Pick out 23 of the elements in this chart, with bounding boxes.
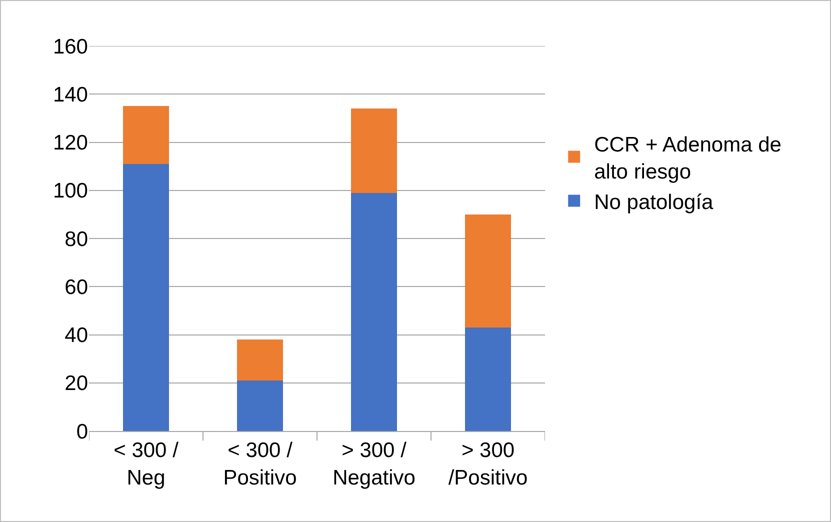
- legend-label: No patología: [594, 190, 714, 214]
- y-tick-label: 40: [64, 324, 88, 348]
- y-tick-label: 20: [64, 372, 88, 396]
- y-tick-label: 80: [64, 228, 88, 251]
- bar: [237, 380, 283, 431]
- bar: [465, 214, 511, 328]
- bar: [465, 328, 511, 431]
- y-tick-label: 160: [52, 35, 88, 58]
- bar: [237, 340, 283, 380]
- y-tick-label: 0: [76, 420, 88, 444]
- y-tick-label: 120: [52, 132, 88, 155]
- x-tick-label: > 300 /Positivo: [448, 439, 528, 490]
- bar: [123, 164, 169, 431]
- y-tick-label: 140: [52, 83, 88, 106]
- y-tick-label: 60: [64, 276, 88, 299]
- bar: [351, 108, 397, 193]
- x-tick-label: < 300 / Positivo: [223, 439, 297, 490]
- y-tick-label: 100: [52, 180, 88, 203]
- x-tick-label: > 300 / Negativo: [332, 439, 416, 490]
- bar: [123, 106, 169, 164]
- x-tick-label: < 300 / Neg: [114, 439, 179, 490]
- bar: [351, 192, 397, 431]
- legend-label: CCR + Adenoma de alto riesgo: [594, 133, 782, 184]
